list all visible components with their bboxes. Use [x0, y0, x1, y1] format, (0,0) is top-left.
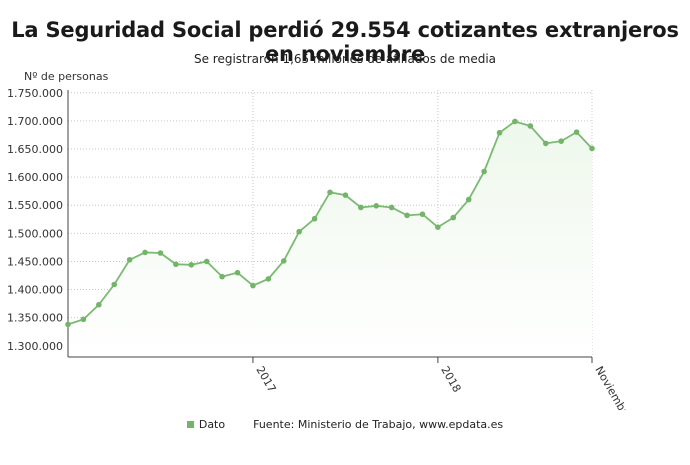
data-point[interactable]: [419, 211, 426, 218]
data-point[interactable]: [373, 202, 380, 209]
series-markers: [65, 118, 595, 328]
data-point[interactable]: [80, 316, 87, 323]
data-point[interactable]: [358, 204, 364, 211]
data-point[interactable]: [280, 258, 287, 264]
y-tick-label: 1.700.000: [7, 115, 63, 128]
data-point[interactable]: [342, 192, 349, 198]
data-point[interactable]: [573, 129, 580, 135]
y-tick-label: 1.400.000: [7, 284, 63, 297]
data-point[interactable]: [111, 281, 118, 288]
y-axis-label: Nº de personas: [24, 70, 109, 83]
data-point[interactable]: [265, 276, 272, 282]
y-tick-label: 1.500.000: [7, 227, 63, 240]
x-tick-label: 2017: [253, 364, 278, 395]
x-tick-label: Noviembre: [592, 364, 633, 410]
data-point[interactable]: [219, 273, 225, 280]
axes: [67, 90, 593, 363]
data-point[interactable]: [496, 129, 503, 136]
data-point[interactable]: [450, 214, 457, 221]
data-point[interactable]: [250, 282, 256, 289]
y-tick-label: 1.300.000: [7, 340, 63, 353]
data-point[interactable]: [465, 196, 472, 203]
y-tick-label: 1.600.000: [7, 171, 63, 184]
x-tick-labels: 2017 2018 Noviembre: [253, 364, 633, 410]
y-tick-labels: 1.300.000 1.350.000 1.400.000 1.450.000 1.50…: [7, 87, 63, 353]
legend-label: Dato: [198, 418, 226, 431]
chart-footer: Dato Fuente: Ministerio de Trabajo, www.e…: [0, 418, 690, 431]
data-point[interactable]: [96, 301, 102, 308]
chart-subtitle: Se registraron 1,65 millones de afiliado…: [193, 52, 497, 66]
data-point[interactable]: [404, 212, 410, 219]
data-point[interactable]: [512, 118, 518, 125]
data-point[interactable]: [558, 138, 564, 144]
x-tick-label: 2018: [438, 364, 463, 395]
data-point[interactable]: [542, 140, 549, 147]
y-tick-label: 1.350.000: [7, 312, 63, 325]
line-chart: Nº de personas 1.300.000 1.350.000 1.400.0…: [7, 70, 634, 410]
data-point[interactable]: [388, 204, 395, 211]
y-tick-label: 1.550.000: [7, 199, 63, 212]
data-point[interactable]: [188, 262, 195, 268]
data-point[interactable]: [234, 269, 241, 276]
data-point[interactable]: [527, 123, 534, 129]
data-point[interactable]: [173, 261, 179, 268]
chart-title: La Seguridad Social perdió 29.554 cotiza…: [11, 18, 679, 66]
area-fill: [68, 121, 592, 357]
data-point[interactable]: [311, 215, 318, 222]
data-point[interactable]: [481, 168, 487, 175]
legend-swatch: [186, 421, 194, 428]
data-point[interactable]: [157, 250, 164, 256]
data-point[interactable]: [65, 321, 71, 328]
data-point[interactable]: [203, 258, 210, 265]
data-point[interactable]: [435, 224, 441, 230]
data-point[interactable]: [296, 228, 302, 235]
y-tick-label: 1.650.000: [7, 143, 63, 156]
data-point[interactable]: [126, 256, 133, 263]
source-note: Fuente: Ministerio de Trabajo, www.epdat…: [253, 418, 504, 431]
data-point[interactable]: [589, 145, 595, 152]
data-point[interactable]: [142, 249, 148, 256]
y-tick-label: 1.450.000: [7, 255, 63, 268]
data-point[interactable]: [327, 189, 333, 196]
y-tick-label: 1.750.000: [7, 87, 63, 100]
series-area: [68, 121, 592, 357]
